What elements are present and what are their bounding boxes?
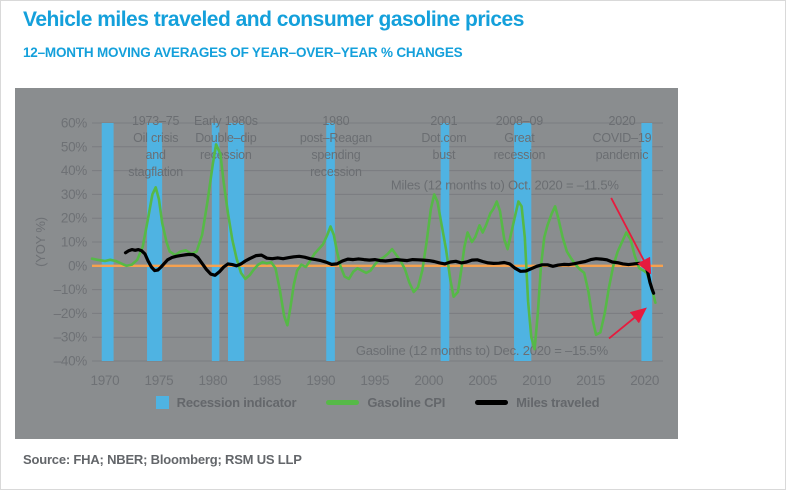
legend-label: Miles traveled	[516, 395, 600, 410]
event-annotation: 1973–75 Oil crisis and stagflation	[128, 114, 183, 179]
event-annotation: Early 1980s Double–dip recession	[194, 114, 258, 162]
x-tick-label: 1995	[360, 373, 389, 388]
page-subtitle: 12–MONTH MOVING AVERAGES OF YEAR–OVER–YE…	[23, 45, 463, 60]
recession-bar	[228, 123, 245, 361]
recession-bar	[211, 123, 220, 361]
legend-label: Gasoline CPI	[367, 395, 446, 410]
recession-bar	[326, 123, 335, 361]
legend-item-gasoline-cpi: Gasoline CPI	[326, 395, 445, 410]
x-tick-label: 2010	[522, 373, 551, 388]
y-tick-label: 60%	[61, 116, 87, 131]
x-tick-label: 2015	[576, 373, 605, 388]
x-tick-label: 2020	[630, 373, 659, 388]
x-tick-label: 2000	[414, 373, 443, 388]
source-note: Source: FHA; NBER; Bloomberg; RSM US LLP	[23, 452, 302, 467]
recession-bar	[147, 123, 163, 361]
event-annotation: 2008–09 Great recession	[494, 114, 546, 162]
chart-legend: Recession indicator Gasoline CPI Miles tra…	[92, 395, 663, 410]
y-tick-label: 10%	[61, 235, 87, 250]
miles-callout: Miles (12 months to) Oct. 2020 = –11.5%	[391, 178, 620, 193]
y-tick-label: –20%	[54, 306, 88, 321]
y-tick-label: –10%	[54, 282, 88, 297]
legend-swatch-miles-traveled	[475, 400, 509, 405]
legend-label: Recession indicator	[176, 395, 297, 410]
recession-bar	[101, 123, 114, 361]
event-annotation: 2020 COVID–19 pandemic	[593, 114, 652, 162]
y-tick-label: –30%	[54, 330, 88, 345]
y-tick-label: 20%	[61, 211, 87, 226]
miles-arrow	[610, 197, 652, 275]
y-tick-label: 0%	[68, 258, 87, 273]
legend-item-recession-indicator: Recession indicator	[155, 395, 297, 410]
x-tick-label: 1970	[91, 373, 120, 388]
recession-bar	[641, 123, 653, 361]
gasoline-cpi-line	[90, 143, 657, 351]
event-annotation: 2001 Dot.com bust	[421, 114, 466, 162]
page-title: Vehicle miles traveled and consumer gaso…	[23, 8, 524, 31]
legend-swatch-recession	[155, 396, 169, 409]
chart-canvas: 60% 50% 40% 30% 20% 10% 0% –10% –20% –30% –40% (YOY…	[33, 114, 663, 388]
y-tick-label: –40%	[54, 354, 88, 369]
legend-swatch-gasoline-cpi	[326, 400, 360, 405]
x-tick-label: 1980	[198, 373, 227, 388]
y-axis-title: (YOY %)	[33, 217, 48, 267]
chart-panel: 60% 50% 40% 30% 20% 10% 0% –10% –20% –30% –40% (YOY…	[15, 88, 678, 439]
miles-traveled-line	[123, 248, 656, 295]
event-annotation: 1980 post–Reagan spending recession	[300, 114, 372, 179]
gasoline-callout: Gasoline (12 months to) Dec. 2020 = –15.…	[356, 343, 609, 358]
x-tick-label: 1985	[252, 373, 281, 388]
y-tick-label: 40%	[61, 163, 87, 178]
y-tick-label: 30%	[61, 187, 87, 202]
x-tick-label: 2005	[468, 373, 497, 388]
y-tick-label: 50%	[61, 139, 87, 154]
legend-item-miles-traveled: Miles traveled	[475, 395, 600, 410]
gasoline-arrow	[608, 307, 647, 340]
x-tick-label: 1990	[306, 373, 335, 388]
x-tick-label: 1975	[145, 373, 174, 388]
